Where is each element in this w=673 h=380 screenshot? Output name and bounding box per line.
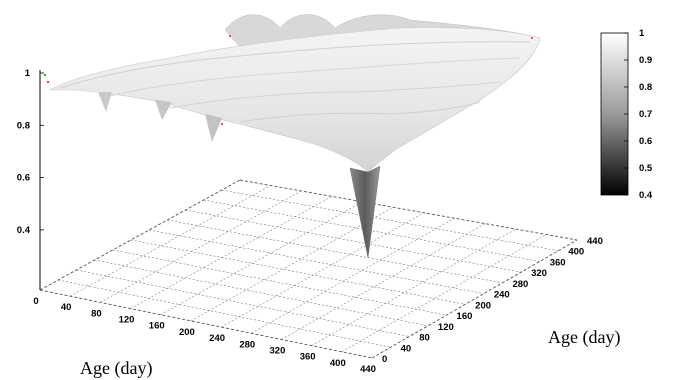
floor-grid-line-x [220, 212, 424, 328]
floor-grid-line-x [70, 185, 271, 297]
floor-grid-line-x [130, 196, 333, 309]
x-tick-label: 400 [330, 358, 346, 369]
surface-ripple-3 [169, 81, 501, 109]
floor-grid-line-y [167, 219, 503, 284]
y-tick-label: 320 [531, 268, 547, 279]
x-tick-label: 80 [91, 308, 102, 319]
floor-grid-line-x [371, 239, 578, 359]
colorbar: 1 0.9 0.8 0.7 0.6 0.5 0.4 [600, 28, 653, 201]
colorbar-tick-label: 1 [639, 28, 645, 39]
surface-sheet [48, 27, 541, 173]
floor-grid-line-x [100, 190, 302, 303]
y-tick-label: 40 [401, 343, 412, 354]
floor-grid-line-y [76, 269, 410, 337]
x-tick-label: 0 [33, 296, 38, 307]
surface-ripple-1 [59, 41, 531, 89]
x-axis-ticks: 0 40 80 120 160 200 240 280 320 360 400 440 [33, 296, 376, 375]
z-axis: 0.4 0.6 0.8 1 [17, 68, 44, 236]
floor-grid-line-y [130, 239, 466, 305]
x-tick-label: 160 [149, 321, 165, 332]
floor-grid [39, 179, 578, 359]
x-tick-label: 120 [119, 315, 135, 326]
y-tick-label: 280 [512, 279, 528, 290]
colorbar-tick-label: 0.7 [639, 109, 652, 120]
z-tick-label: 0.4 [17, 225, 31, 236]
floor-grid-line-x [190, 207, 394, 322]
floor-grid-line-y [221, 189, 559, 251]
x-tick-label: 320 [270, 345, 286, 356]
x-tick-label: 360 [300, 352, 316, 363]
floor-grid-line-y [94, 259, 428, 327]
surface-ripple-2 [109, 57, 521, 97]
y-tick-label: 200 [475, 300, 491, 311]
colorbar-tick-label: 0.5 [639, 163, 653, 174]
mesh-speck-red-1 [46, 80, 50, 84]
colorbar-tick-label: 0.9 [639, 55, 652, 66]
x-axis-title: Age (day) [80, 358, 152, 379]
y-tick-label: 440 [587, 236, 603, 247]
y-tick-label: 120 [438, 322, 454, 333]
mesh-speck-red-2 [229, 35, 231, 37]
x-tick-label: 440 [360, 364, 376, 375]
z-tick-label: 0.8 [17, 120, 30, 131]
colorbar-ticks: 1 0.9 0.8 0.7 0.6 0.5 0.4 [624, 28, 653, 201]
z-tick-label: 0.6 [17, 173, 30, 184]
floor-grid-line-x [39, 179, 241, 291]
floor-grid-line-y [203, 199, 540, 262]
colorbar-tick-label: 0.6 [639, 136, 652, 147]
colorbar-tick-label: 0.8 [639, 82, 652, 93]
floor-grid-line-x [281, 223, 486, 340]
surface-dip-2 [155, 100, 172, 120]
y-tick-label: 240 [494, 290, 510, 301]
floor-grid-line-y [39, 289, 373, 359]
y-tick-label: 0 [382, 354, 387, 365]
y-axis-title: Age (day) [548, 327, 620, 348]
x-tick-label: 240 [209, 333, 225, 344]
floor-grid-line-y [112, 249, 447, 316]
colorbar-tick-label: 0.4 [639, 190, 653, 201]
floor-grid-line-y [185, 209, 522, 273]
colorbar-rect [600, 32, 629, 196]
surface-ripple-4 [239, 101, 481, 123]
x-tick-label: 40 [61, 302, 72, 313]
floor-grid-line-y [149, 229, 484, 294]
floor-grid-line-y [58, 279, 391, 348]
x-tick-label: 200 [179, 327, 195, 338]
mesh-speck-green [43, 73, 47, 77]
x-tick-label: 280 [239, 339, 255, 350]
y-tick-label: 80 [419, 333, 430, 344]
surface-dip-3 [205, 114, 222, 142]
surface-spike [349, 165, 381, 259]
floor-grid-line-x [341, 234, 547, 353]
mesh-speck-red-3 [531, 37, 533, 39]
surface [43, 14, 541, 259]
y-tick-label: 160 [457, 311, 473, 322]
z-tick-label: 1 [25, 68, 31, 79]
surface-dip-1 [98, 92, 112, 112]
floor-grid-line-x [311, 228, 516, 346]
floor-grid-line-y [239, 179, 578, 241]
floor-grid-line-x [160, 201, 363, 315]
mesh-speck-red-4 [221, 123, 223, 125]
y-tick-label: 360 [550, 257, 566, 268]
y-tick-label: 400 [568, 247, 584, 258]
floor-grid-line-x [251, 217, 455, 334]
